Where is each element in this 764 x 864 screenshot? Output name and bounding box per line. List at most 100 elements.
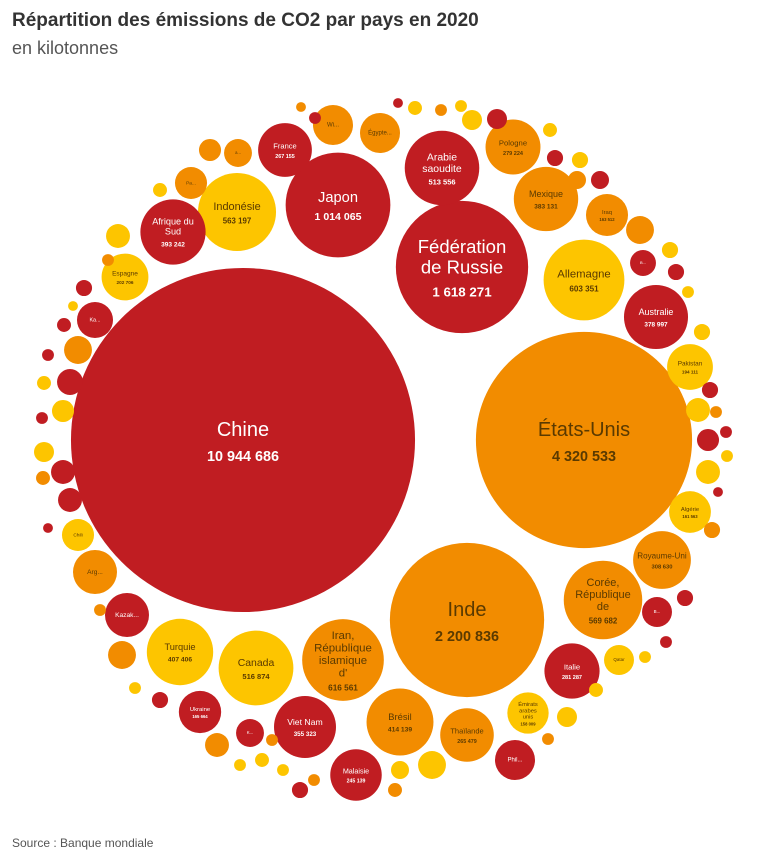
bubble [486,108,508,130]
bubble [542,733,554,745]
bubble [604,645,634,675]
bubble [302,619,384,701]
bubble [36,412,48,424]
bubble-value: 10 944 686 [207,449,279,465]
bubble-value: 355 323 [294,731,317,738]
bubble-label: Inde [448,599,487,621]
chart-subtitle: en kilotonnes [12,38,119,58]
bubble-label: Allemagne [557,269,610,281]
bubble-label: Italie [564,662,580,671]
bubble [660,636,672,648]
bubble [312,104,354,146]
bubble [58,488,82,512]
bubble [589,683,603,697]
bubble-label: Égypte... [368,130,392,137]
bubble [291,781,309,799]
bubble [64,336,92,364]
bubble [108,641,136,669]
bubble [667,263,685,281]
bubble [330,749,382,801]
bubble [693,323,711,341]
bubble-label: Algérie [681,507,699,513]
bubble [435,104,447,116]
bubble-value: 281 287 [562,675,582,681]
bubble-label: Arg... [87,569,103,576]
bubble-value: 202 706 [116,280,133,285]
bubble [57,369,83,395]
bubble [101,253,149,301]
bubble [178,690,222,734]
bubble [258,123,312,177]
bubble [76,301,114,339]
bubble [388,783,402,797]
bubble-label: Kazak... [115,612,139,619]
bubble [440,708,494,762]
bubble [274,696,336,758]
bubble-label: a... [235,150,241,155]
bubble-label: Arabie saoudite [422,152,462,174]
bubble-value: 378 997 [644,321,668,328]
bubble [475,331,693,549]
bubble-value: 414 139 [388,727,413,734]
bubble-value: 513 556 [428,178,455,187]
bubble [255,753,269,767]
bubble [661,241,679,259]
bubble-label: Pologne [499,138,527,147]
bubble [543,239,625,321]
bubble [494,739,536,781]
bubble [224,139,252,167]
bubble-value: 569 682 [589,617,618,626]
bubble-label: Qatar [613,657,625,662]
bubble-value: 516 874 [242,672,270,681]
bubble [563,560,643,640]
bubble [51,399,75,423]
bubble-value: 616 561 [328,684,358,693]
bubble-value: 2 200 836 [435,629,499,645]
bubble [57,318,71,332]
bubble [72,549,118,595]
bubble [633,531,691,589]
bubble [703,521,721,539]
bubble [359,112,401,154]
bubble-value: 1 014 065 [315,211,362,223]
bubble [33,441,55,463]
bubble [42,349,54,361]
bubble-label: Viet Nam [287,717,322,727]
bubble [721,450,733,462]
bubble [51,460,75,484]
bubble [623,284,689,350]
bubble-label: Royaume-Uni [637,551,687,560]
bubble-label: Turquie [164,642,195,652]
bubble-label: Iraq [602,210,612,216]
bubble [153,183,167,197]
bubble [720,426,732,438]
bubble [455,100,467,112]
bubble-label: Phil... [507,758,522,764]
bubble [713,487,723,497]
bubble [309,112,321,124]
bubble-label: Ka... [89,317,100,323]
bubble [642,597,672,627]
bubble [151,691,169,709]
bubble-label: B... [640,260,646,265]
chart-title: Répartition des émissions de CO2 par pay… [12,10,479,31]
bubble-label: Iran, République islamique d' [314,630,372,680]
bubble [174,166,208,200]
bubble [639,651,651,663]
bubble [567,170,587,190]
bubble [395,200,529,334]
bubble [308,774,320,786]
bubble [140,199,206,265]
bubble-value: 383 131 [534,203,558,210]
bubble-label: Fédération de Russie [418,236,507,277]
bubble-value: 267 155 [275,154,295,160]
bubble [513,166,579,232]
bubble-label: Australie [639,307,674,317]
bubble [626,216,654,244]
bubble-label: Wi... [327,123,339,129]
bubble [296,102,306,112]
bubble [37,376,51,390]
bubble [36,471,50,485]
